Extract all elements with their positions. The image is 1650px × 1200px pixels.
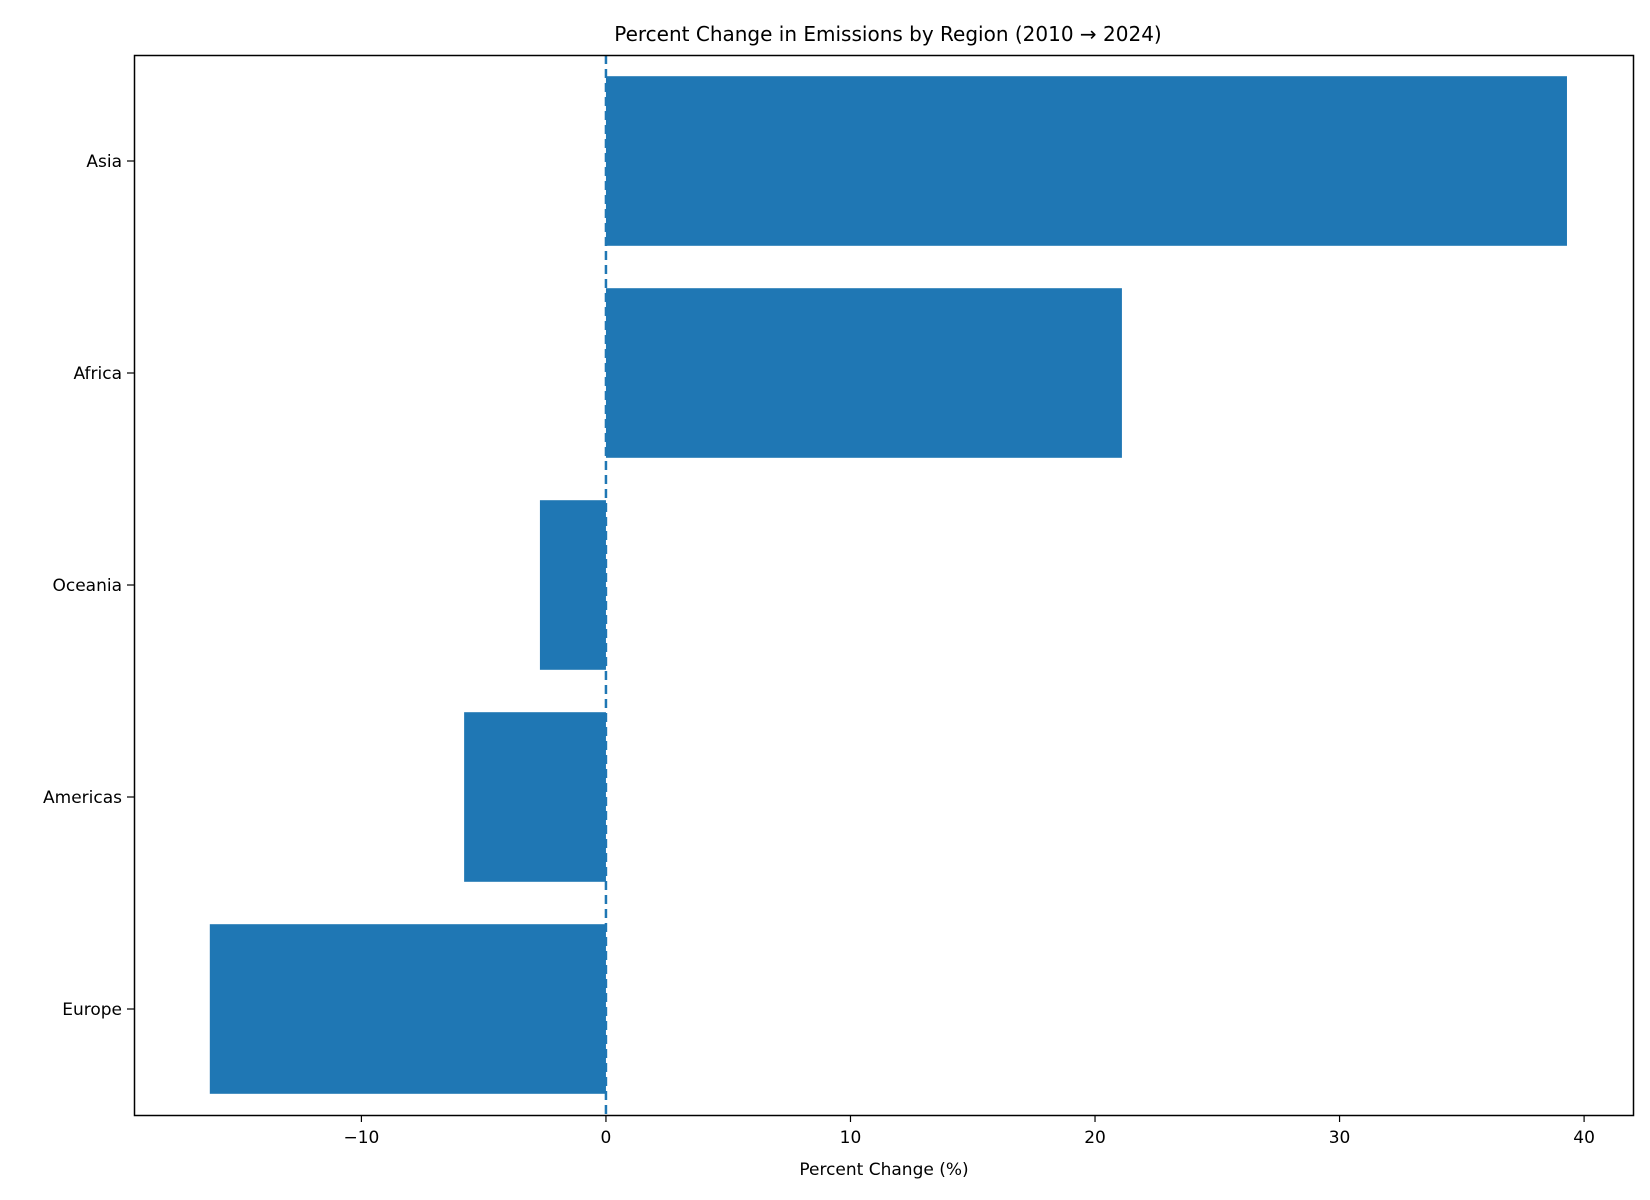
y-tick-label: Oceania xyxy=(52,576,122,596)
bar-oceania xyxy=(539,500,606,670)
plot-frame xyxy=(133,54,1635,1117)
x-axis-label: Percent Change (%) xyxy=(799,1160,968,1180)
bar-asia xyxy=(605,76,1567,246)
x-tick-label: 0 xyxy=(601,1128,612,1148)
bar-europe xyxy=(209,924,606,1094)
x-tick-label: 10 xyxy=(840,1128,862,1148)
x-tick-label: 40 xyxy=(1573,1128,1595,1148)
plot-area xyxy=(209,55,1567,1115)
x-tick-label: 30 xyxy=(1329,1128,1351,1148)
x-tick-label: −10 xyxy=(343,1128,379,1148)
y-tick-label: Africa xyxy=(74,364,123,384)
y-tick-label: Europe xyxy=(62,1000,122,1020)
y-axis: Europe Americas Oceania Africa Asia xyxy=(43,152,134,1020)
x-tick-label: 20 xyxy=(1084,1128,1106,1148)
y-tick-label: Asia xyxy=(86,152,122,172)
y-tick-label: Americas xyxy=(43,788,122,808)
x-axis: −10 0 10 20 30 40 xyxy=(343,1115,1595,1148)
chart-title: Percent Change in Emissions by Region (2… xyxy=(614,22,1161,46)
bar-africa xyxy=(605,288,1122,458)
bar-americas xyxy=(464,712,606,882)
